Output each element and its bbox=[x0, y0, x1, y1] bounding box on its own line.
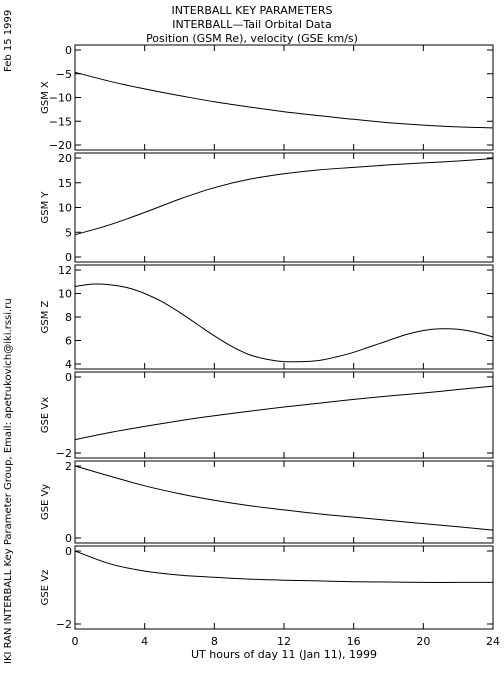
series-line bbox=[74, 550, 493, 583]
x-tick-label: 16 bbox=[347, 635, 361, 648]
x-tick-label: 8 bbox=[211, 635, 218, 648]
y-tick-label: 4 bbox=[65, 358, 72, 371]
panel-frame bbox=[74, 460, 494, 544]
y-tick-label: −2 bbox=[56, 618, 72, 631]
y-tick-label: −15 bbox=[49, 115, 72, 128]
y-axis-label: GSM X bbox=[40, 81, 51, 114]
x-tick-label: 24 bbox=[486, 635, 500, 648]
y-tick-label: 0 bbox=[65, 532, 72, 545]
y-tick-label: −20 bbox=[49, 139, 72, 152]
y-axis-label: GSM Z bbox=[40, 300, 51, 333]
y-tick-label: 6 bbox=[65, 335, 72, 348]
series-line bbox=[74, 283, 494, 363]
y-tick-label: 2 bbox=[65, 460, 72, 473]
y-axis-label: GSE Vz bbox=[40, 570, 51, 606]
y-tick-label: 12 bbox=[58, 264, 72, 277]
series-line bbox=[74, 158, 494, 236]
y-axis-label: GSE Vy bbox=[40, 484, 51, 520]
x-tick-label: 4 bbox=[141, 635, 148, 648]
y-tick-label: 5 bbox=[65, 226, 72, 239]
chart-title-line-1: INTERBALL KEY PARAMETERS bbox=[171, 4, 333, 17]
series-line bbox=[74, 465, 494, 531]
y-axis-label: GSM Y bbox=[40, 191, 51, 224]
panel-frame bbox=[74, 44, 494, 151]
x-tick-label: 0 bbox=[72, 635, 79, 648]
panel-frame bbox=[74, 545, 494, 630]
series-line bbox=[74, 385, 494, 441]
chart-title-line-2: INTERBALL—Tail Orbital Data bbox=[172, 18, 332, 31]
y-tick-label: −2 bbox=[56, 447, 72, 460]
y-tick-label: 0 bbox=[65, 251, 72, 264]
y-tick-label: 0 bbox=[65, 545, 72, 558]
x-tick-label: 20 bbox=[416, 635, 430, 648]
y-tick-label: 0 bbox=[65, 371, 72, 384]
panel-frame bbox=[74, 371, 494, 459]
y-tick-label: −10 bbox=[49, 92, 72, 105]
panel-frame bbox=[74, 152, 494, 263]
x-axis-label: UT hours of day 11 (Jan 11), 1999 bbox=[190, 648, 378, 661]
y-tick-label: 15 bbox=[58, 177, 72, 190]
y-tick-label: 8 bbox=[65, 311, 72, 324]
y-tick-label: 10 bbox=[58, 288, 72, 301]
chart-title-line-3: Position (GSM Re), velocity (GSE km/s) bbox=[146, 32, 358, 45]
series-line bbox=[74, 71, 494, 129]
y-axis-label: GSE Vx bbox=[40, 397, 51, 433]
y-tick-label: 10 bbox=[58, 202, 72, 215]
y-tick-label: 20 bbox=[58, 152, 72, 165]
panel-frame bbox=[74, 264, 494, 370]
y-tick-label: −5 bbox=[56, 68, 72, 81]
x-tick-label: 12 bbox=[277, 635, 291, 648]
y-tick-label: 0 bbox=[65, 44, 72, 57]
